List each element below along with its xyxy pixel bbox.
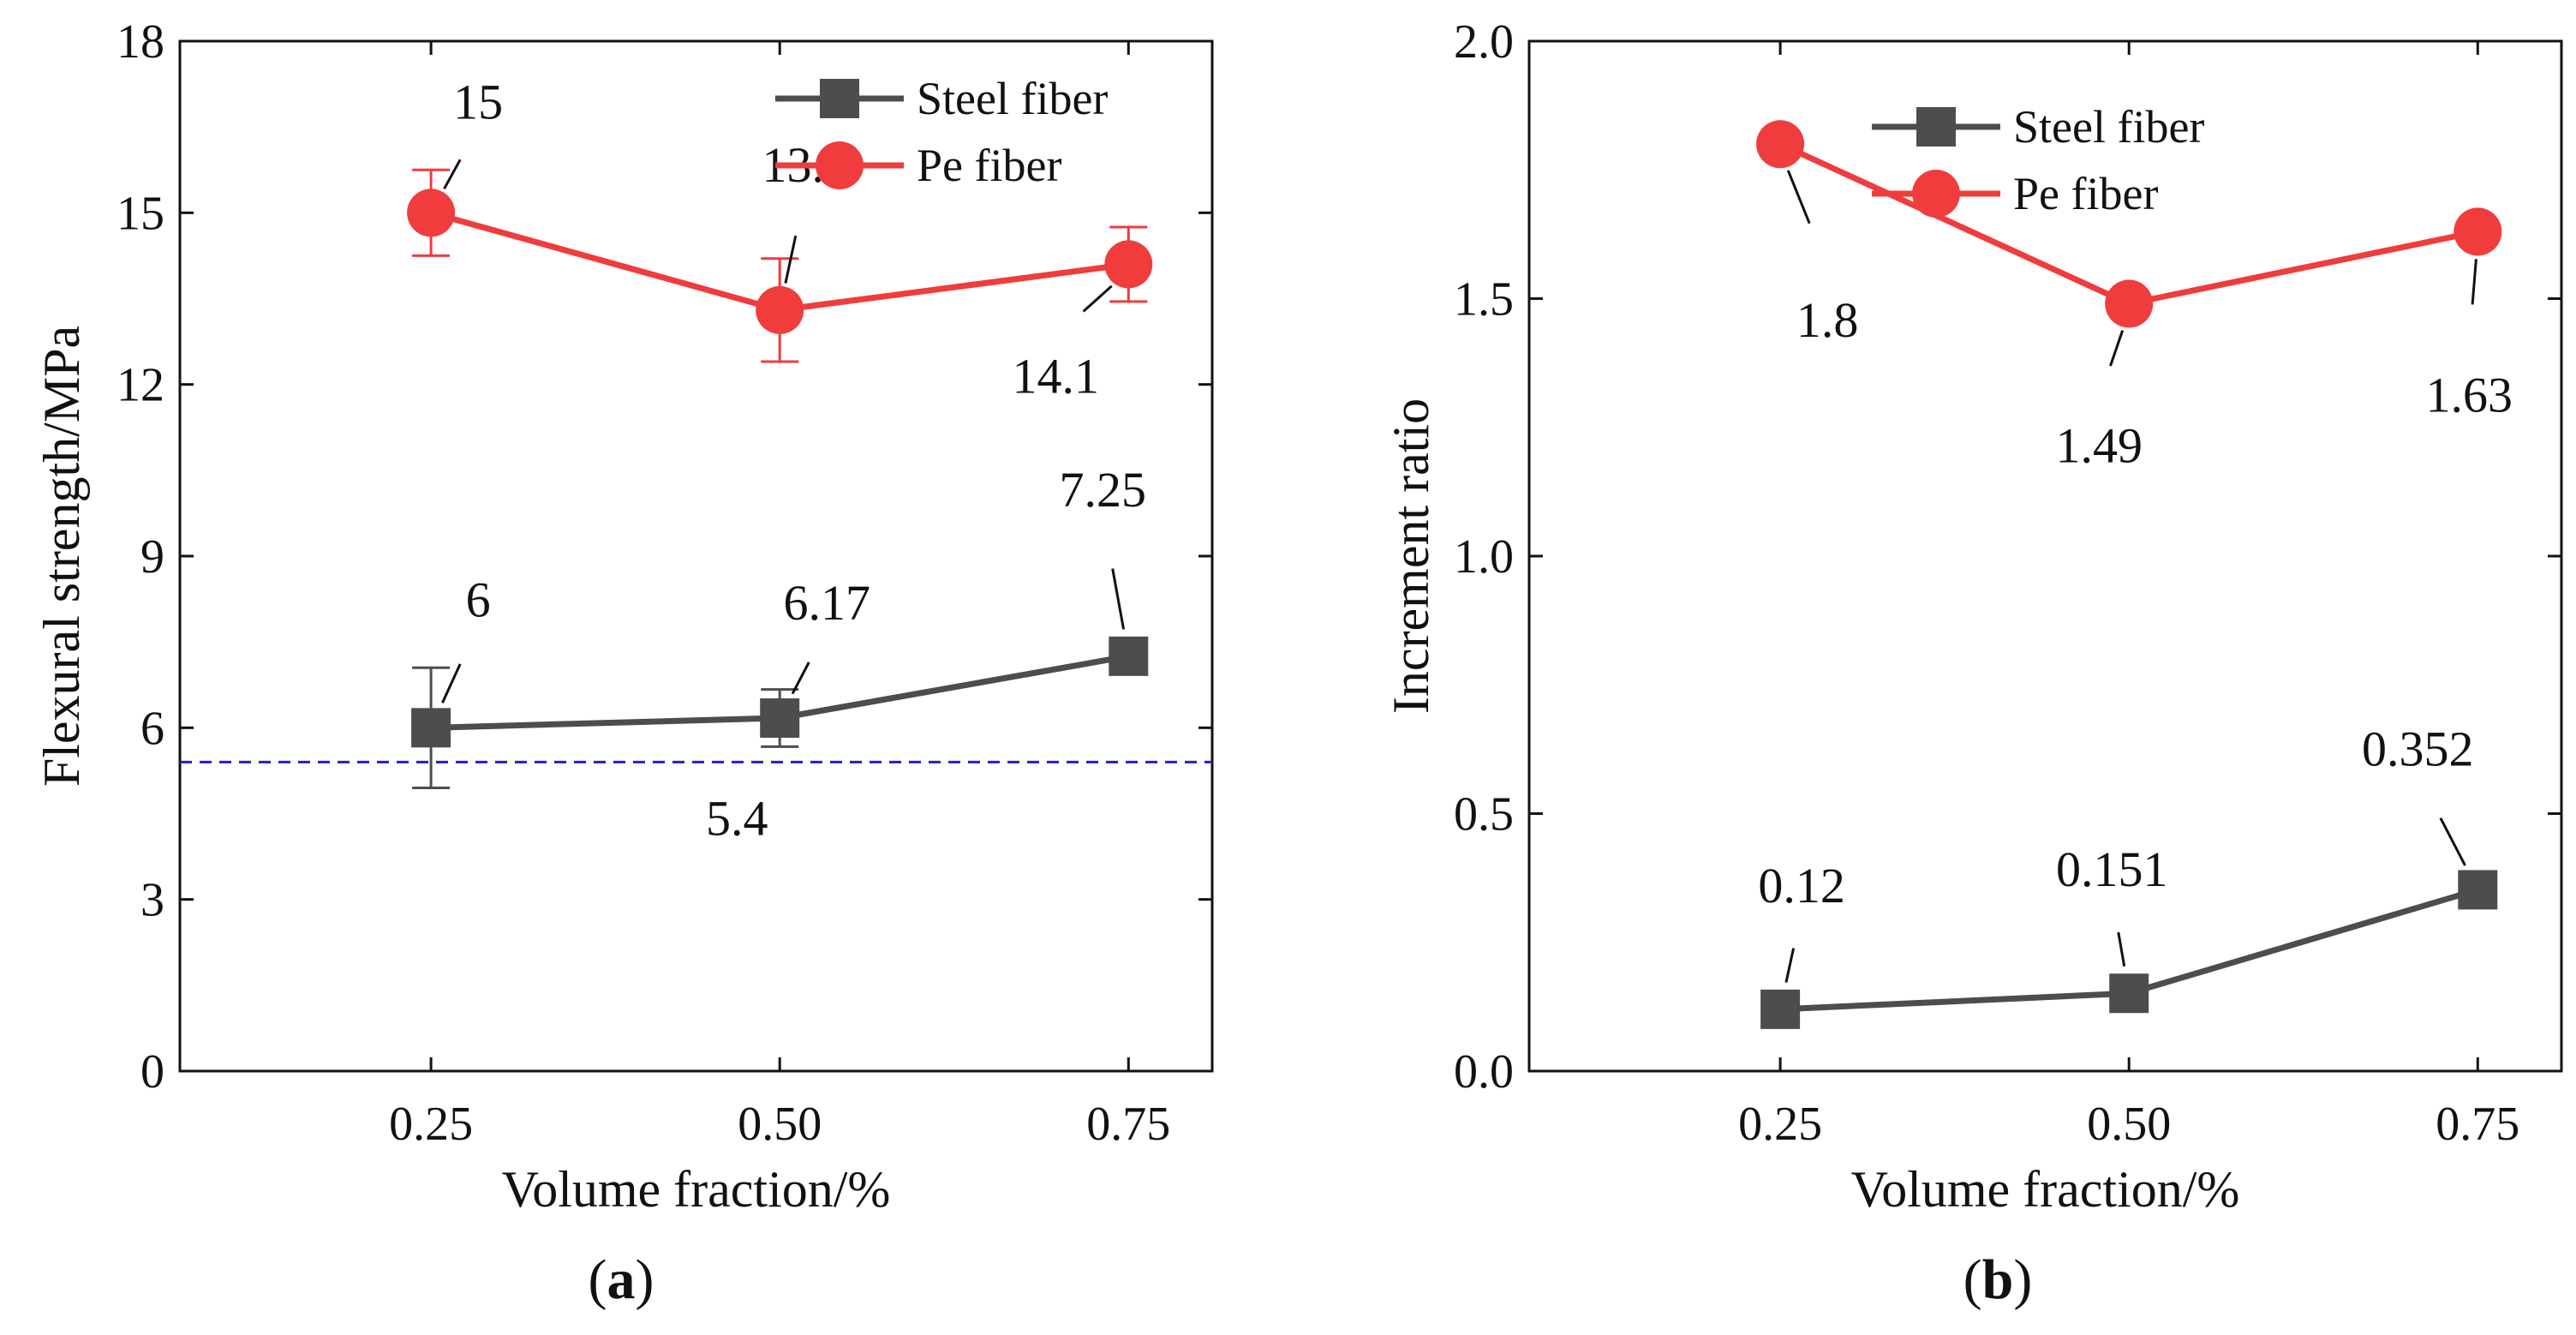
- x-axis-title: Volume fraction/%: [1851, 1161, 2240, 1218]
- data-point-square: [1109, 636, 1149, 676]
- data-label: 1.8: [1796, 292, 1859, 348]
- reference-line-label: 5.4: [706, 790, 768, 846]
- panel-a-caption: (a): [589, 1248, 654, 1311]
- data-point-circle: [2453, 207, 2502, 256]
- legend-label: Pe fiber: [917, 140, 1061, 191]
- y-tick-label: 12: [117, 359, 164, 412]
- y-tick-label: 3: [140, 874, 164, 927]
- legend-label: Steel fiber: [917, 73, 1108, 124]
- y-axis-title: Flexural strength/MPa: [33, 326, 90, 787]
- x-tick-label: 0.50: [738, 1098, 822, 1151]
- legend-marker-circle: [1912, 170, 1960, 218]
- y-axis-title: Increment ratio: [1383, 398, 1439, 714]
- data-label: 1.49: [2055, 418, 2143, 474]
- panel-a-flexural-strength-chart: 0 3 6 9 12 15 18 0.25 0.50 0.75 Volume fraction/% F…: [33, 15, 1214, 1218]
- panel-b-increment-ratio-chart: 0.0 0.5 1.0 1.5 2.0 0.25 0.50 0.75 Volume fracti…: [1383, 15, 2563, 1218]
- y-tick-label: 0.5: [1454, 788, 1514, 841]
- data-label-leader: [1111, 568, 1126, 630]
- data-point-circle: [2105, 279, 2154, 328]
- data-label-leader: [2439, 817, 2466, 866]
- x-tick-label: 0.25: [389, 1098, 473, 1151]
- data-point-square: [760, 697, 800, 738]
- x-tick-label: 0.75: [2436, 1098, 2519, 1151]
- legend-marker-circle: [816, 141, 864, 189]
- data-point-square: [2458, 870, 2498, 910]
- data-label-leader: [2471, 259, 2477, 305]
- data-label: 6: [466, 572, 491, 627]
- data-point-circle: [407, 189, 456, 237]
- x-tick-label: 0.75: [1086, 1098, 1170, 1151]
- data-label-leader: [2109, 330, 2125, 367]
- y-tick-label: 9: [140, 530, 164, 584]
- data-point-circle: [1756, 120, 1805, 169]
- data-label: 7.25: [1060, 462, 1147, 518]
- legend-marker-square: [1916, 107, 1956, 147]
- data-label: 0.151: [2056, 841, 2168, 897]
- y-tick-label: 0.0: [1454, 1045, 1514, 1099]
- y-tick-label: 2.0: [1454, 15, 1514, 69]
- data-point-square: [1760, 989, 1801, 1029]
- data-label: 1.63: [2426, 367, 2513, 422]
- panel-b-caption: (b): [1963, 1248, 2033, 1311]
- data-point-circle: [756, 285, 804, 334]
- legend-marker-square: [820, 79, 859, 118]
- data-point-square: [2109, 973, 2149, 1014]
- y-tick-label: 15: [117, 187, 164, 240]
- legend-label: Steel fiber: [2013, 101, 2204, 153]
- data-label-leader: [1082, 284, 1113, 313]
- x-tick-label: 0.25: [1738, 1098, 1822, 1151]
- x-axis-title: Volume fraction/%: [502, 1161, 891, 1218]
- y-tick-label: 0: [140, 1045, 164, 1099]
- y-tick-label: 6: [140, 702, 164, 755]
- data-label-leader: [784, 235, 798, 284]
- data-label-leader: [1784, 948, 1796, 983]
- data-label: 6.17: [783, 575, 870, 631]
- y-tick-label: 1.5: [1454, 273, 1514, 326]
- data-point-circle: [1104, 240, 1153, 289]
- data-label: 0.12: [1758, 858, 1845, 913]
- data-label: 14.1: [1013, 348, 1100, 404]
- data-label-leader: [443, 159, 462, 190]
- data-point-square: [411, 708, 451, 748]
- data-label: 0.352: [2362, 721, 2474, 776]
- data-label-leader: [791, 662, 810, 695]
- y-tick-label: 1.0: [1454, 530, 1514, 584]
- legend-label: Pe fiber: [2013, 168, 2158, 219]
- data-label-leader: [441, 663, 462, 703]
- data-label-leader: [2117, 931, 2126, 967]
- x-tick-label: 0.50: [2087, 1098, 2171, 1151]
- y-tick-label: 18: [117, 15, 164, 69]
- data-label-leader: [1786, 170, 1811, 224]
- plot-frame: [178, 39, 1214, 1073]
- data-label: 15: [453, 74, 503, 129]
